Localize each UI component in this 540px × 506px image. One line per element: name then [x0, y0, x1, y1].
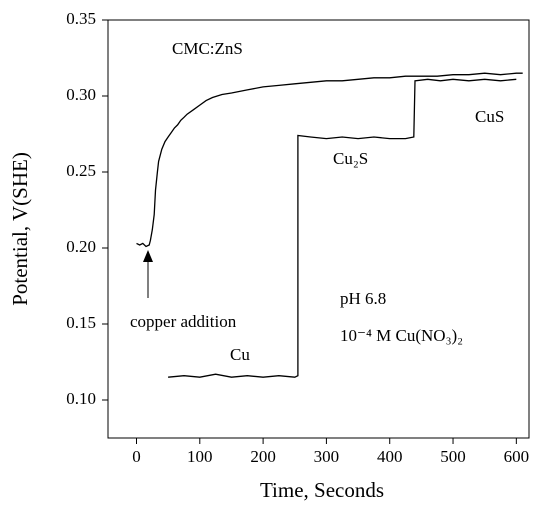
- x-tick-label: 0: [132, 447, 141, 466]
- y-tick-label: 0.10: [66, 389, 96, 408]
- x-tick-label: 600: [504, 447, 530, 466]
- plot-frame: [107, 19, 530, 439]
- line: [136, 72, 523, 248]
- y-tick-label: 0.35: [66, 9, 96, 28]
- annotation: pH 6.8: [340, 289, 386, 308]
- annotation: CMC:ZnS: [172, 39, 243, 58]
- x-tick-label: 200: [250, 447, 276, 466]
- arrow-head: [143, 250, 153, 262]
- annotation: 10⁻⁴ M Cu(NO₃)₂: [340, 326, 463, 345]
- y-tick-label: 0.15: [66, 313, 96, 332]
- annotation: Cu₂S: [333, 149, 368, 168]
- y-axis-label: Potential, V(SHE): [8, 152, 32, 306]
- annotation: CuS: [475, 107, 504, 126]
- x-tick-label: 400: [377, 447, 403, 466]
- y-tick-label: 0.30: [66, 85, 96, 104]
- y-tick-label: 0.20: [66, 237, 96, 256]
- x-tick-label: 300: [314, 447, 340, 466]
- annotation: copper addition: [130, 312, 237, 331]
- x-tick-label: 100: [187, 447, 213, 466]
- y-tick-label: 0.25: [66, 161, 96, 180]
- x-axis-label: Time, Seconds: [260, 478, 384, 502]
- x-tick-label: 500: [440, 447, 466, 466]
- annotation: Cu: [230, 345, 250, 364]
- line: [168, 78, 517, 378]
